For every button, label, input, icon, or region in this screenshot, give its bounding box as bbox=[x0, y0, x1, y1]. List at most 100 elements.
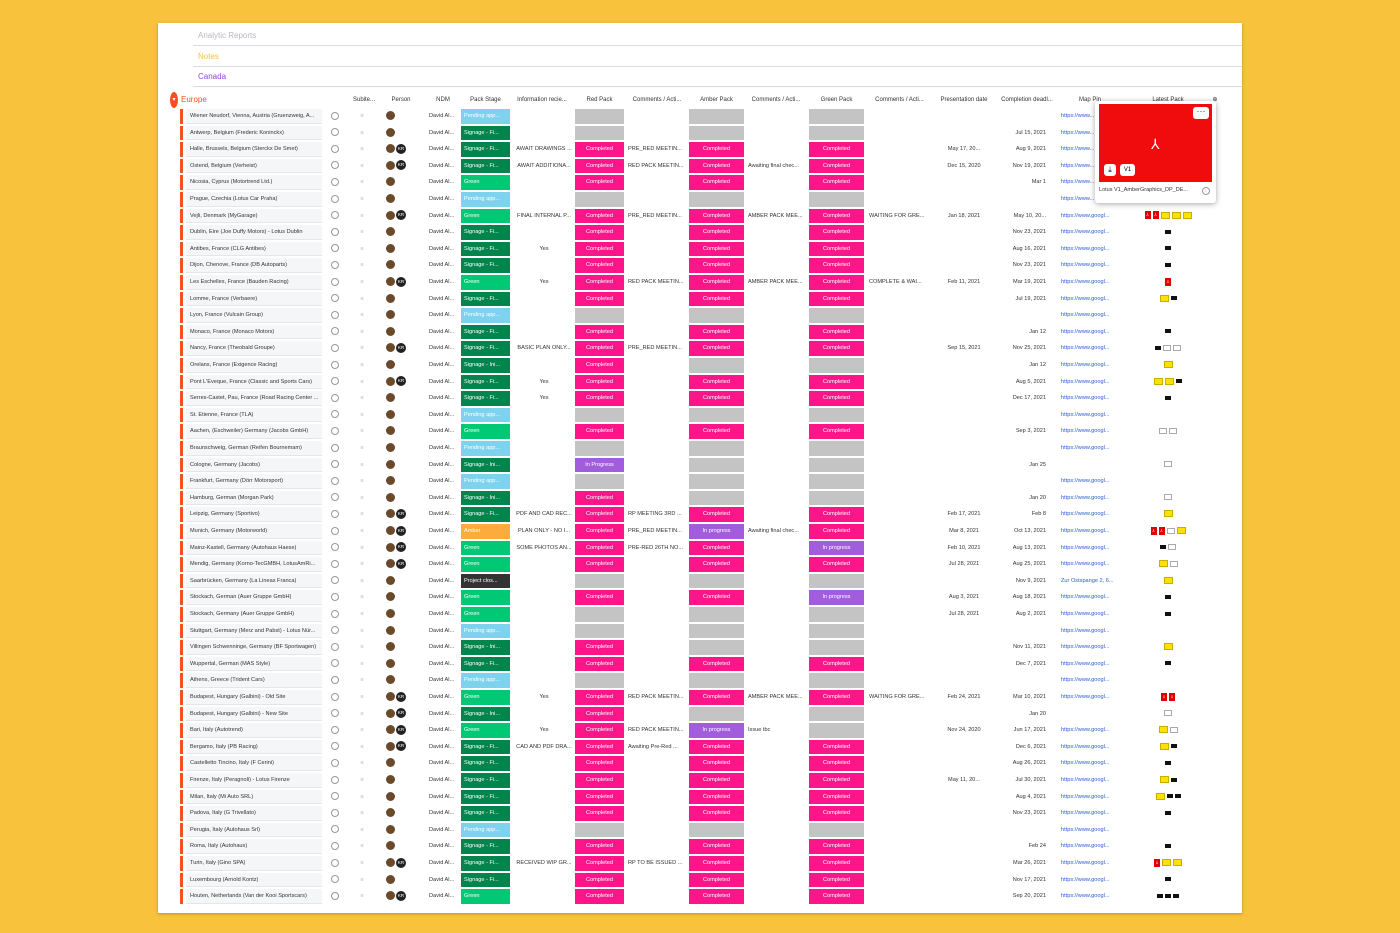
subitems-icon[interactable] bbox=[328, 258, 342, 273]
red-pack-comments[interactable] bbox=[627, 175, 688, 190]
green-pack-comments[interactable] bbox=[868, 773, 932, 788]
amber-pack-status[interactable] bbox=[689, 308, 744, 323]
latest-pack-files[interactable] bbox=[1138, 624, 1198, 639]
red-pack-status[interactable] bbox=[575, 607, 624, 622]
group-analytic-reports[interactable]: Analytic Reports bbox=[193, 26, 1242, 46]
subitems-icon[interactable] bbox=[328, 242, 342, 257]
table-row[interactable]: Pont L'Eveque, France (Classic and Sport… bbox=[158, 374, 1242, 391]
pack-stage-status[interactable]: Pending app... bbox=[461, 192, 510, 207]
red-pack-comments[interactable] bbox=[627, 126, 688, 141]
completion-deadline[interactable]: Aug 18, 2021 bbox=[1012, 594, 1046, 601]
presentation-date[interactable] bbox=[934, 756, 994, 771]
person-cell[interactable] bbox=[386, 225, 416, 240]
green-pack-comments[interactable] bbox=[868, 723, 932, 738]
completion-deadline[interactable]: Aug 13, 2021 bbox=[1012, 544, 1046, 551]
green-pack-comments[interactable] bbox=[868, 159, 932, 174]
green-pack-status[interactable]: Completed bbox=[809, 507, 864, 522]
pack-stage-status[interactable]: Pending app... bbox=[461, 308, 510, 323]
subitems-icon[interactable] bbox=[328, 441, 342, 456]
dealer-name[interactable]: Luxembourg (Arnold Kontz) bbox=[186, 872, 322, 888]
map-pin-link[interactable]: https://www.googl... bbox=[1061, 627, 1110, 634]
green-pack-status[interactable]: Completed bbox=[809, 524, 864, 539]
red-pack-comments[interactable] bbox=[627, 806, 688, 821]
amber-pack-status[interactable] bbox=[689, 125, 744, 141]
presentation-date[interactable] bbox=[934, 126, 994, 141]
red-pack-comments[interactable] bbox=[627, 574, 688, 589]
file-thumb-black[interactable] bbox=[1173, 893, 1179, 898]
ndm-cell[interactable]: David Al... bbox=[429, 577, 455, 584]
information-received[interactable]: Yes bbox=[539, 245, 549, 252]
subitems-icon[interactable] bbox=[328, 341, 342, 356]
person-cell[interactable] bbox=[386, 109, 416, 124]
subitems-icon[interactable] bbox=[328, 557, 342, 572]
amber-pack-status[interactable]: Completed bbox=[689, 773, 744, 788]
completion-deadline[interactable]: Jan 12 bbox=[1029, 328, 1046, 335]
green-pack-comments[interactable]: COMPLETE & WAI... bbox=[869, 279, 922, 285]
amber-pack-comments[interactable] bbox=[747, 142, 806, 157]
red-pack-comments[interactable]: PRE_RED MEETIN... bbox=[628, 212, 682, 219]
amber-pack-status[interactable]: Completed bbox=[689, 291, 744, 307]
green-pack-comments[interactable] bbox=[868, 491, 932, 506]
subitems-icon[interactable] bbox=[328, 474, 342, 489]
presentation-date[interactable] bbox=[934, 474, 994, 489]
pack-stage-status[interactable]: Green bbox=[461, 208, 510, 224]
ndm-cell[interactable]: David Al... bbox=[429, 162, 455, 169]
green-pack-comments[interactable] bbox=[868, 673, 932, 688]
red-pack-status[interactable]: Completed bbox=[575, 291, 624, 307]
pdf-file-icon[interactable]: ⅄ bbox=[1169, 692, 1175, 701]
information-received[interactable] bbox=[513, 790, 573, 805]
green-pack-comments[interactable] bbox=[868, 375, 932, 390]
latest-pack-files[interactable] bbox=[1138, 424, 1198, 439]
green-pack-status[interactable]: Completed bbox=[809, 557, 864, 572]
map-pin-link[interactable]: https://www.googl... bbox=[1061, 876, 1110, 883]
completion-deadline[interactable] bbox=[996, 823, 1048, 838]
latest-pack-files[interactable] bbox=[1138, 806, 1198, 821]
person-cell[interactable]: KR bbox=[386, 707, 416, 722]
map-pin-link[interactable]: https://www... bbox=[1061, 162, 1095, 169]
person-cell[interactable] bbox=[386, 391, 416, 406]
person-cell[interactable] bbox=[386, 308, 416, 323]
table-row[interactable]: Wuppertal, German (MAS Style) ≡ David Al..… bbox=[158, 656, 1242, 673]
presentation-date[interactable] bbox=[934, 839, 994, 854]
ndm-cell[interactable]: David Al... bbox=[429, 594, 455, 601]
ndm-cell[interactable]: David Al... bbox=[429, 644, 455, 651]
map-pin-link[interactable]: https://www.googl... bbox=[1061, 743, 1110, 750]
subitems-icon[interactable] bbox=[328, 391, 342, 406]
red-pack-status[interactable]: Completed bbox=[575, 690, 624, 705]
amber-pack-comments[interactable] bbox=[747, 574, 806, 589]
dealer-name[interactable]: Dublin, Eire (Joe Duffy Motors) - Lotus … bbox=[186, 225, 322, 240]
person-cell[interactable] bbox=[386, 624, 416, 639]
red-pack-status[interactable]: Completed bbox=[575, 142, 624, 157]
green-pack-comments[interactable] bbox=[868, 308, 932, 323]
person-cell[interactable]: KR bbox=[386, 889, 416, 904]
information-received[interactable] bbox=[513, 574, 573, 589]
completion-deadline[interactable]: Mar 1 bbox=[1031, 179, 1046, 186]
file-thumb-yellow[interactable] bbox=[1162, 859, 1171, 867]
ndm-cell[interactable]: David Al... bbox=[429, 860, 455, 866]
pack-stage-status[interactable]: Project clos... bbox=[461, 573, 510, 589]
dealer-name[interactable]: Lyon, France (Vulcain Group) bbox=[186, 308, 322, 323]
amber-pack-comments[interactable] bbox=[747, 491, 806, 506]
information-received[interactable] bbox=[513, 491, 573, 506]
information-received[interactable]: Yes bbox=[539, 727, 549, 734]
collapse-group-icon[interactable]: ▾ bbox=[170, 92, 178, 108]
green-pack-comments[interactable] bbox=[868, 126, 932, 141]
red-pack-status[interactable] bbox=[575, 109, 624, 124]
map-pin-link[interactable]: https://www.googl... bbox=[1061, 810, 1110, 817]
pack-stage-status[interactable]: Signage - Fi... bbox=[461, 872, 510, 888]
red-pack-status[interactable]: Completed bbox=[575, 507, 624, 522]
dealer-name[interactable]: Nicosia, Cyprus (Motortrend Ltd.) bbox=[186, 175, 322, 190]
latest-pack-files[interactable] bbox=[1138, 391, 1198, 406]
file-thumb-black[interactable] bbox=[1165, 877, 1171, 882]
map-pin-link[interactable]: https://www.googl... bbox=[1061, 411, 1110, 418]
green-pack-status[interactable] bbox=[809, 109, 864, 124]
green-pack-comments[interactable] bbox=[868, 474, 932, 489]
table-row[interactable]: Aachen, (Eschweiler) Germany (Jacobs Gmb… bbox=[158, 423, 1242, 440]
dealer-name[interactable]: Munich, Germany (Motorworld) bbox=[186, 524, 322, 539]
pack-stage-status[interactable]: Signage - Fi... bbox=[461, 391, 510, 406]
presentation-date[interactable]: Jan 18, 2021 bbox=[947, 212, 981, 219]
red-pack-comments[interactable] bbox=[627, 424, 688, 439]
information-received[interactable] bbox=[513, 823, 573, 838]
file-thumb-black[interactable] bbox=[1157, 893, 1163, 898]
amber-pack-status[interactable] bbox=[689, 607, 744, 622]
